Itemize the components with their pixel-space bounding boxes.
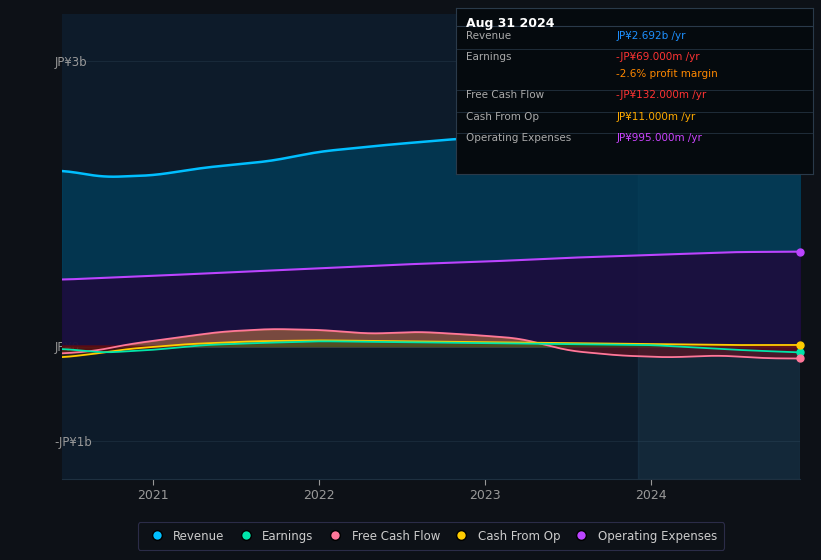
Text: Free Cash Flow: Free Cash Flow	[466, 90, 544, 100]
Legend: Revenue, Earnings, Free Cash Flow, Cash From Op, Operating Expenses: Revenue, Earnings, Free Cash Flow, Cash …	[138, 522, 724, 549]
Text: JP¥995.000m /yr: JP¥995.000m /yr	[617, 133, 702, 143]
Text: Earnings: Earnings	[466, 52, 511, 62]
Text: Revenue: Revenue	[466, 31, 511, 41]
Text: JP¥11.000m /yr: JP¥11.000m /yr	[617, 111, 695, 122]
Text: -2.6% profit margin: -2.6% profit margin	[617, 69, 718, 79]
Bar	[638, 14, 800, 479]
Text: Cash From Op: Cash From Op	[466, 111, 539, 122]
Text: Operating Expenses: Operating Expenses	[466, 133, 571, 143]
Text: JP¥2.692b /yr: JP¥2.692b /yr	[617, 31, 686, 41]
Text: -JP¥69.000m /yr: -JP¥69.000m /yr	[617, 52, 700, 62]
Text: Aug 31 2024: Aug 31 2024	[466, 17, 555, 30]
Text: -JP¥132.000m /yr: -JP¥132.000m /yr	[617, 90, 707, 100]
